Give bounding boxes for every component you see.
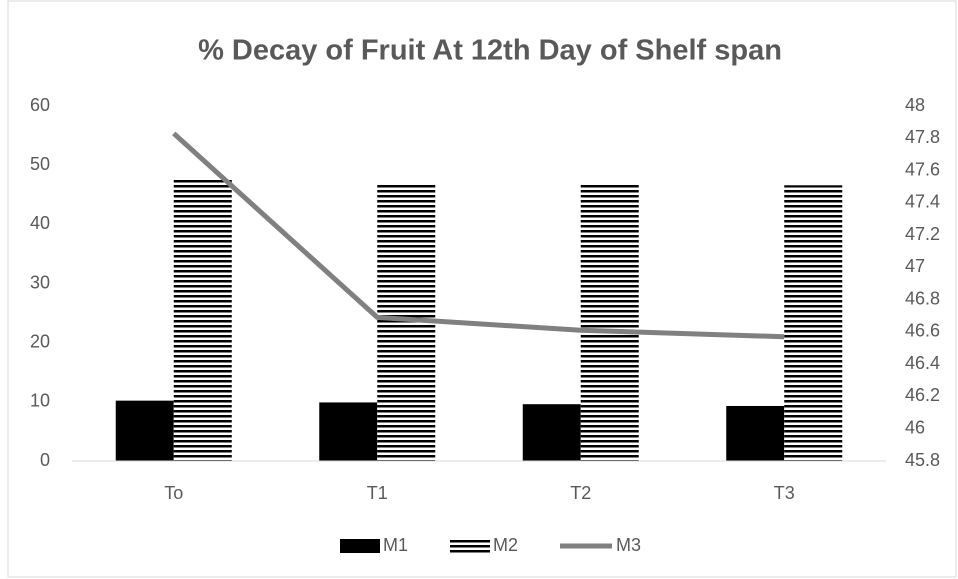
y2-tick-label: 46.8 [905, 288, 940, 308]
y-tick-label: 10 [30, 391, 50, 411]
bar [726, 405, 785, 461]
y2-tick-label: 47.8 [905, 127, 940, 147]
y2-tick-label: 46.2 [905, 385, 940, 405]
legend-swatch [340, 539, 380, 553]
bar [522, 404, 581, 461]
y-tick-label: 40 [30, 213, 50, 233]
legend-label: M1 [383, 535, 408, 555]
y2-tick-label: 46 [905, 417, 925, 437]
y-tick-label: 50 [30, 154, 50, 174]
y-tick-label: 0 [40, 450, 50, 470]
y2-tick-label: 47.6 [905, 159, 940, 179]
y-tick-label: 20 [30, 331, 50, 351]
y2-tick-label: 46.4 [905, 353, 940, 373]
bar [115, 400, 174, 461]
bar [580, 184, 639, 462]
bar [173, 178, 232, 461]
x-tick-label: T3 [774, 483, 795, 503]
line [172, 131, 785, 340]
x-tick-label: T2 [570, 483, 591, 503]
y2-tick-label: 46.6 [905, 321, 940, 341]
x-tick-label: T1 [367, 483, 388, 503]
bar [319, 402, 378, 461]
chart-title: % Decay of Fruit At 12th Day of Shelf sp… [198, 35, 782, 67]
bar [784, 185, 843, 462]
legend-label: M3 [616, 535, 641, 555]
y-tick-label: 30 [30, 272, 50, 292]
y2-tick-label: 47.2 [905, 224, 940, 244]
y2-tick-label: 47.4 [905, 192, 940, 212]
y-tick-label: 60 [30, 95, 50, 115]
y2-tick-label: 47 [905, 256, 925, 276]
legend-label: M2 [493, 535, 518, 555]
y2-tick-label: 48 [905, 95, 925, 115]
legend-swatch [450, 539, 490, 553]
y2-tick-label: 45.8 [905, 450, 940, 470]
x-tick-label: To [164, 483, 183, 503]
